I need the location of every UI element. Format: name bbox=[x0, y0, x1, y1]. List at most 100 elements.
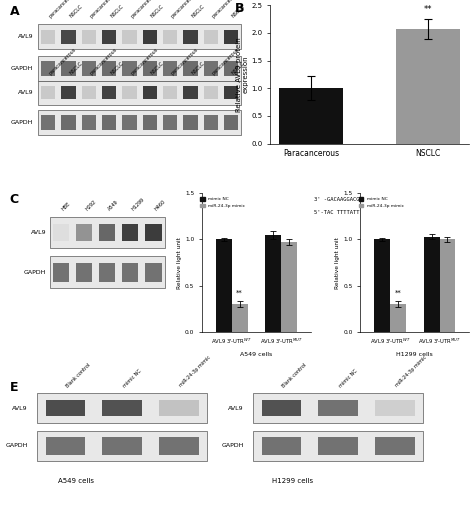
Text: A: A bbox=[9, 5, 19, 18]
Text: NSCLC: NSCLC bbox=[150, 4, 165, 19]
Bar bbox=[163, 115, 177, 130]
Text: NSCLC: NSCLC bbox=[109, 4, 124, 19]
Bar bbox=[163, 86, 177, 99]
Bar bbox=[82, 86, 96, 99]
Legend: mimic NC, miR-24-3p mimic: mimic NC, miR-24-3p mimic bbox=[199, 195, 247, 210]
Bar bbox=[396, 29, 460, 144]
Bar bbox=[62, 61, 76, 76]
Bar bbox=[38, 24, 241, 49]
Bar bbox=[146, 224, 162, 241]
Text: paracancerous: paracancerous bbox=[129, 0, 159, 19]
Bar bbox=[224, 115, 238, 130]
Text: H1299: H1299 bbox=[130, 196, 145, 211]
Bar bbox=[143, 115, 157, 130]
Text: GAPDH: GAPDH bbox=[11, 66, 33, 71]
Text: Blank control: Blank control bbox=[282, 362, 308, 388]
Bar bbox=[122, 115, 137, 130]
Text: NSCLC: NSCLC bbox=[69, 4, 84, 19]
X-axis label: H1299 cells: H1299 cells bbox=[396, 351, 433, 357]
Legend: mimic NC, miR-24-3p mimic: mimic NC, miR-24-3p mimic bbox=[357, 195, 405, 210]
Text: NSCLC: NSCLC bbox=[191, 61, 206, 76]
Bar bbox=[163, 30, 177, 43]
Bar bbox=[281, 242, 297, 332]
Bar bbox=[224, 30, 238, 43]
Bar bbox=[319, 400, 358, 417]
Text: paracancerous: paracancerous bbox=[89, 46, 118, 76]
Bar bbox=[53, 263, 69, 282]
Text: mimic NC: mimic NC bbox=[338, 368, 358, 388]
Bar bbox=[375, 400, 415, 417]
Text: E: E bbox=[9, 381, 18, 394]
Bar bbox=[102, 61, 116, 76]
Text: AVL9: AVL9 bbox=[18, 34, 33, 39]
Text: paracancerous: paracancerous bbox=[211, 46, 240, 76]
Bar bbox=[82, 115, 96, 130]
Text: D: D bbox=[202, 193, 212, 206]
Text: miR-24-3p mimic: miR-24-3p mimic bbox=[179, 355, 212, 388]
Bar bbox=[143, 61, 157, 76]
Text: GAPDH: GAPDH bbox=[24, 270, 46, 275]
Text: NSCLC: NSCLC bbox=[109, 61, 124, 76]
Bar bbox=[37, 431, 207, 461]
Text: 3' -GACAAGGACGACTTGACTCGGT- 5': 3' -GACAAGGACGACTTGACTCGGT- 5' bbox=[314, 197, 412, 203]
Bar bbox=[439, 239, 456, 332]
Text: paracancerous: paracancerous bbox=[211, 0, 240, 19]
Bar bbox=[390, 304, 406, 332]
Bar bbox=[50, 217, 165, 248]
Bar bbox=[62, 30, 76, 43]
Text: **: ** bbox=[424, 6, 432, 15]
Bar bbox=[82, 30, 96, 43]
Bar bbox=[46, 400, 85, 417]
Bar bbox=[38, 80, 241, 105]
Bar bbox=[216, 239, 232, 332]
Text: HBE: HBE bbox=[61, 200, 72, 211]
Text: paracancerous: paracancerous bbox=[129, 46, 159, 76]
Bar bbox=[122, 224, 138, 241]
Text: AVL9 3'UTR: AVL9 3'UTR bbox=[234, 210, 270, 215]
Text: AVL9: AVL9 bbox=[31, 230, 46, 235]
Bar bbox=[424, 237, 439, 332]
Bar bbox=[37, 393, 207, 423]
Bar bbox=[204, 115, 218, 130]
Text: miR-24-3p mimic: miR-24-3p mimic bbox=[395, 355, 428, 388]
Bar bbox=[41, 115, 55, 130]
Bar bbox=[41, 61, 55, 76]
Text: paracancerous: paracancerous bbox=[48, 46, 77, 76]
Text: **: ** bbox=[394, 290, 401, 296]
Text: GAPDH: GAPDH bbox=[221, 443, 244, 448]
Bar bbox=[122, 263, 138, 282]
Bar bbox=[46, 437, 85, 454]
Text: NSCLC: NSCLC bbox=[191, 4, 206, 19]
Bar bbox=[146, 263, 162, 282]
Y-axis label: Relative AVL9 protein
expression: Relative AVL9 protein expression bbox=[236, 37, 248, 112]
Text: paracancerous: paracancerous bbox=[170, 0, 199, 19]
Bar bbox=[224, 61, 238, 76]
Text: miR-24-3p: miR-24-3p bbox=[234, 197, 267, 203]
Text: mimic NC: mimic NC bbox=[122, 368, 143, 388]
Bar bbox=[159, 400, 199, 417]
Text: AVL9: AVL9 bbox=[18, 90, 33, 95]
Text: H292: H292 bbox=[84, 198, 97, 211]
Text: paracancerous: paracancerous bbox=[170, 46, 199, 76]
Text: GAPDH: GAPDH bbox=[6, 443, 28, 448]
Text: NSCLC: NSCLC bbox=[231, 4, 246, 19]
Y-axis label: Relative light unit: Relative light unit bbox=[177, 237, 182, 288]
Bar bbox=[262, 437, 301, 454]
Bar bbox=[265, 235, 281, 332]
Text: NSCLC: NSCLC bbox=[231, 61, 246, 76]
Text: paracancerous: paracancerous bbox=[89, 0, 118, 19]
Bar bbox=[143, 30, 157, 43]
Bar bbox=[38, 111, 241, 135]
Bar bbox=[102, 30, 116, 43]
Text: H1299 cells: H1299 cells bbox=[272, 478, 313, 484]
Bar bbox=[183, 115, 198, 130]
Bar bbox=[204, 30, 218, 43]
Text: NSCLC: NSCLC bbox=[150, 61, 165, 76]
Y-axis label: Relative light unit: Relative light unit bbox=[336, 237, 340, 288]
Bar bbox=[253, 431, 423, 461]
Bar bbox=[38, 56, 241, 81]
Bar bbox=[262, 400, 301, 417]
Text: AVL9: AVL9 bbox=[12, 406, 28, 411]
Bar bbox=[122, 30, 137, 43]
Bar bbox=[41, 86, 55, 99]
